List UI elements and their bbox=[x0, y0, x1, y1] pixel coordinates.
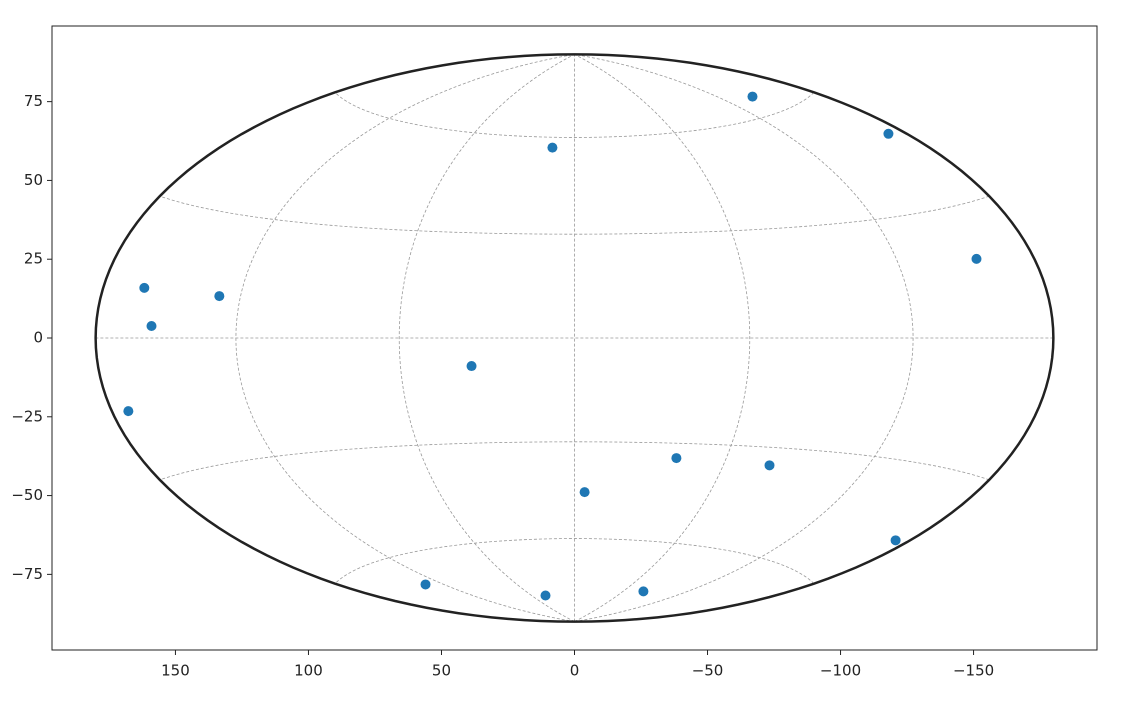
parallel bbox=[334, 538, 815, 584]
parallel bbox=[159, 441, 990, 481]
point bbox=[146, 321, 157, 332]
x-tick-label: −100 bbox=[820, 662, 861, 680]
point bbox=[420, 579, 431, 590]
point bbox=[883, 128, 894, 139]
point bbox=[747, 91, 758, 102]
y-tick-label: 50 bbox=[24, 171, 43, 189]
y-tick-label: −75 bbox=[11, 565, 43, 583]
point bbox=[579, 487, 590, 498]
x-tick-label: −150 bbox=[953, 662, 994, 680]
point bbox=[971, 253, 982, 264]
map-boundary bbox=[94, 53, 1055, 623]
parallel bbox=[159, 195, 990, 235]
y-tick-label: 0 bbox=[33, 329, 43, 347]
point bbox=[764, 460, 775, 471]
point bbox=[638, 586, 649, 597]
x-tick-label: 150 bbox=[161, 662, 190, 680]
x-tick-label: 0 bbox=[570, 662, 580, 680]
point bbox=[466, 361, 477, 372]
y-tick-label: −25 bbox=[11, 407, 43, 425]
x-tick-label: 50 bbox=[432, 662, 451, 680]
x-tick-label: 100 bbox=[294, 662, 323, 680]
y-tick-label: −50 bbox=[11, 486, 43, 504]
parallel bbox=[334, 92, 815, 138]
x-tick-label: −50 bbox=[692, 662, 724, 680]
point bbox=[540, 590, 551, 601]
point bbox=[671, 453, 682, 464]
point bbox=[547, 142, 558, 153]
point bbox=[123, 406, 134, 417]
y-tick-label: 75 bbox=[24, 92, 43, 110]
point bbox=[139, 282, 150, 293]
point bbox=[890, 535, 901, 546]
y-tick-label: 25 bbox=[24, 250, 43, 268]
point bbox=[214, 291, 225, 302]
